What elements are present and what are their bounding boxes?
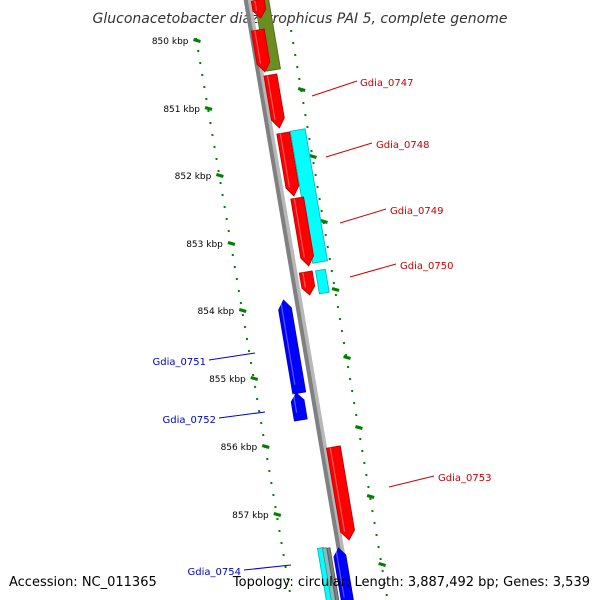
scale-tick-label: 851 kbp [163, 105, 200, 115]
scale-ticks: 850 kbp 851 kbp 852 kbp 853 kbp 854 kbp 855 k… [152, 37, 282, 521]
scale-tick-label: 855 kbp [209, 375, 246, 385]
rna-feature [315, 268, 330, 295]
forward-cds-feature [250, 28, 271, 73]
gene-leader-line [339, 208, 387, 224]
reverse-cds-feature [278, 299, 307, 395]
reverse-cds-feature [290, 392, 308, 422]
forward-cds-feature [290, 196, 315, 267]
gene-leader-line [243, 564, 292, 571]
feature-layer [250, 0, 355, 600]
accession-label: Accession: NC_011365 [9, 575, 157, 590]
rna-feature [317, 547, 333, 600]
gene-leader-line [349, 263, 397, 278]
gene-label: Gdia_0750 [400, 261, 453, 272]
inner-dotted-ruler [195, 37, 291, 593]
scale-tick [193, 38, 201, 43]
gene-leader-line [218, 411, 266, 419]
backbone [243, 0, 353, 600]
gene-label: Gdia_0748 [376, 140, 429, 151]
gene-labels: Gdia_0747 Gdia_0748 Gdia_0749 Gdia_0750 Gdia… [153, 78, 492, 578]
rna-feature [326, 547, 340, 600]
gene-leader-line [311, 80, 358, 97]
gene-label: Gdia_0753 [438, 473, 491, 484]
topology-label: Topology: circular; Length: 3,887,492 bp… [232, 575, 590, 590]
forward-cds-feature [276, 131, 300, 197]
gene-label: Gdia_0754 [188, 567, 241, 578]
forward-cds-feature [326, 445, 355, 541]
rna-feature [322, 547, 336, 600]
gene-leader-line [388, 475, 435, 488]
gene-label: Gdia_0752 [163, 415, 216, 426]
scale-tick-label: 854 kbp [198, 307, 235, 317]
scale-tick [227, 241, 236, 246]
outer-dotted-ruler [290, 29, 388, 597]
gene-label: Gdia_0749 [390, 206, 443, 217]
forward-cds-feature [250, 0, 267, 19]
gene-label: Gdia_0747 [360, 78, 413, 89]
reverse-cds-feature [333, 547, 354, 600]
gene-label: Gdia_0751 [153, 357, 206, 368]
scale-tick [204, 106, 213, 111]
scale-tick-label: 852 kbp [175, 172, 212, 182]
gene-leader-line [325, 142, 373, 158]
forward-cds-feature [263, 73, 285, 129]
scale-tick-label: 853 kbp [186, 240, 223, 250]
gene-leader-line [208, 352, 256, 361]
scale-tick-label: 857 kbp [232, 511, 269, 521]
scale-tick [261, 444, 270, 449]
scale-tick [273, 512, 282, 517]
scale-tick-label: 850 kbp [152, 37, 189, 47]
scale-tick [238, 308, 247, 313]
scale-tick-label: 856 kbp [221, 443, 258, 453]
forward-cds-feature [298, 270, 316, 296]
scale-tick [250, 376, 259, 381]
scale-tick [215, 173, 224, 178]
map-title: Gluconacetobacter diazotrophicus PAI 5, … [93, 11, 508, 27]
